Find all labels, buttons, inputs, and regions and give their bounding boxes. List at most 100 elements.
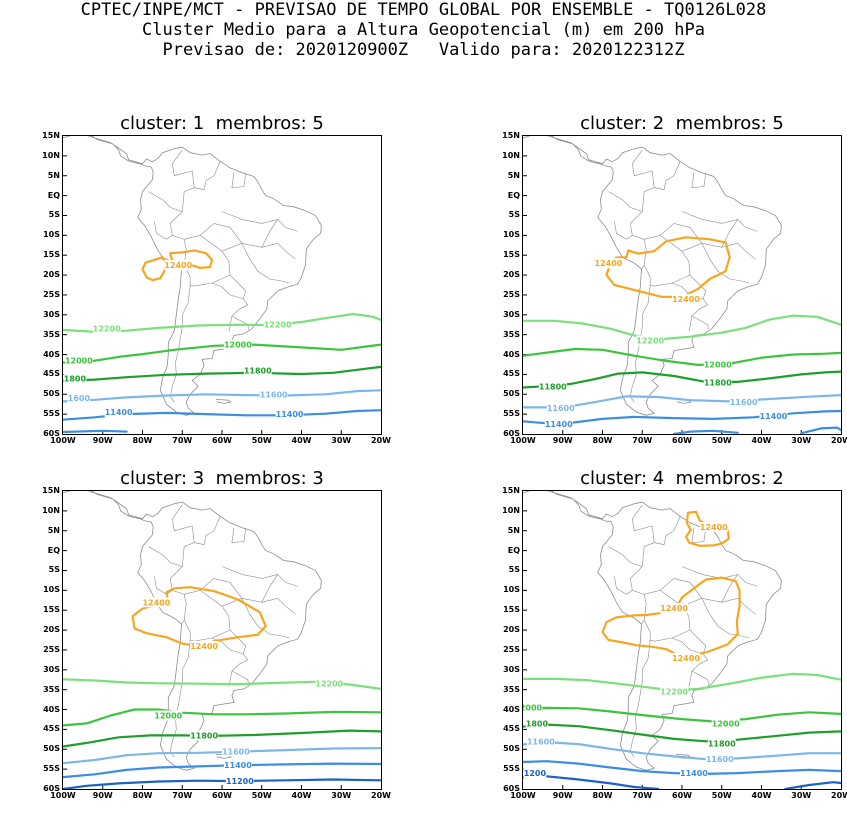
longitude-tick-label: 20W [831, 791, 847, 800]
longitude-tick-label: 90W [552, 791, 573, 800]
latitude-tick-label: 40S [43, 704, 60, 714]
contour-label: 12400 [672, 295, 700, 304]
contour-map: 12400 12200 12200 12000 12000 1800 11800 1600 11… [63, 136, 381, 434]
latitude-tick-label: 55S [503, 409, 520, 419]
country-border [614, 221, 633, 240]
contour-label: 11400 [545, 420, 573, 429]
isoline-11800 [523, 370, 841, 389]
isoline-12000 [63, 708, 381, 727]
country-border [629, 284, 651, 403]
country-border [691, 527, 707, 544]
panel-title: cluster: 2 membros: 5 [580, 113, 784, 134]
contour-label-background [92, 323, 121, 334]
contour-label-background [221, 746, 250, 757]
latitude-tick-label: 60S [503, 429, 520, 438]
coastline [63, 491, 322, 771]
latitude-tick-label: 45S [43, 724, 60, 734]
contour-label: 1800 [526, 719, 549, 728]
country-border [608, 149, 655, 212]
contour-label: 11400 [224, 761, 252, 770]
latitude-tick-label: 50S [503, 744, 520, 754]
contour-label: 1200 [524, 769, 547, 778]
country-border [261, 574, 278, 603]
latitude-tick-label: 35S [503, 329, 520, 339]
map-area: 12400 12400 12400 12200 2000 12000 1800 11800 11… [522, 490, 842, 790]
country-border [681, 242, 756, 260]
latitude-tick-label: 15S [43, 605, 60, 615]
contour-label: 11200 [226, 777, 254, 786]
isoline-11400 [523, 760, 841, 775]
isoline-11600 [63, 389, 381, 403]
contour-label-background [671, 652, 700, 663]
isoline-11200 [784, 781, 841, 789]
contour-label-background [64, 355, 93, 366]
contour-label-background [190, 730, 219, 741]
contour-label: 11800 [708, 739, 736, 748]
isoline-11600 [523, 741, 841, 761]
country-border [199, 578, 243, 599]
latitude-tick-label: 10N [502, 150, 520, 160]
map-area: 12400 12400 12200 12000 11800 11600 11400 11200 [62, 490, 382, 790]
contour-label: 12400 [142, 598, 170, 607]
latitude-tick-label: 10S [503, 585, 520, 595]
panel-title: cluster: 4 membros: 2 [580, 468, 784, 489]
longitude-tick-label: 30W [331, 791, 352, 800]
latitude-tick-label: 50S [43, 744, 60, 754]
latitude-tick-label: 50S [503, 389, 520, 399]
isoline-12000 [523, 706, 841, 723]
isoline-12400 [605, 236, 731, 298]
country-border [184, 589, 231, 639]
contour-label: 11600 [730, 398, 758, 407]
latitude-tick-label: 10S [503, 230, 520, 240]
latitude-tick-label: 20S [503, 625, 520, 635]
longitude-tick-label: 70W [172, 436, 193, 445]
contour-label-background [315, 678, 344, 689]
isoline-11800 [523, 723, 841, 743]
coastline [523, 136, 782, 416]
country-border [221, 566, 298, 587]
country-border [261, 219, 278, 248]
contour-label-background [190, 640, 219, 651]
contour-label: 11800 [704, 378, 732, 387]
contour-label-background [703, 359, 732, 370]
country-border [701, 598, 750, 639]
longitude-tick-label: 20W [831, 436, 847, 445]
panel-title: cluster: 1 membros: 5 [120, 113, 324, 134]
longitude-tick-label: 80W [592, 436, 613, 445]
latitude-tick-label: 5S [48, 210, 60, 220]
contour-label: 12200 [660, 688, 688, 697]
longitude-tick-label: 60W [672, 791, 692, 800]
country-border [681, 211, 758, 232]
contour-label: 12200 [636, 337, 664, 346]
country-border [194, 161, 221, 190]
contour-label-background [523, 702, 543, 713]
contour-label: 11800 [539, 382, 567, 391]
latitude-tick-label: 10S [43, 585, 60, 595]
longitude-tick-label: 40W [291, 436, 312, 445]
latitude-tick-label: 50S [43, 389, 60, 399]
contour-label: 12200 [264, 321, 292, 330]
isoline-11400 [63, 762, 381, 779]
cluster-3-panel: cluster: 3 membros: 3 12400 12400 12200 120… [22, 468, 391, 813]
country-border [629, 211, 647, 270]
country-border [691, 315, 709, 330]
latitude-tick-label: 45S [43, 369, 60, 379]
isoline-12000 [63, 343, 381, 364]
contour-label: 2000 [523, 704, 543, 713]
country-border [183, 264, 244, 300]
contour-label-background [104, 407, 133, 418]
latitude-tick-label: 35S [43, 329, 60, 339]
isoline-12200 [63, 312, 381, 333]
country-border [229, 274, 247, 299]
latitude-tick-label: 40S [43, 349, 60, 359]
latitude-tick-label: 25S [43, 289, 60, 299]
country-border [148, 149, 195, 212]
longitude-tick-label: 50W [251, 436, 272, 445]
contour-label-background [711, 718, 740, 729]
latitude-tick-label: 15N [42, 486, 60, 495]
latitude-tick-label: 35S [503, 684, 520, 694]
latitude-tick-label: 15S [503, 250, 520, 260]
contour-label-background [63, 373, 87, 384]
isoline-12000 [523, 347, 841, 366]
country-border [154, 576, 173, 595]
